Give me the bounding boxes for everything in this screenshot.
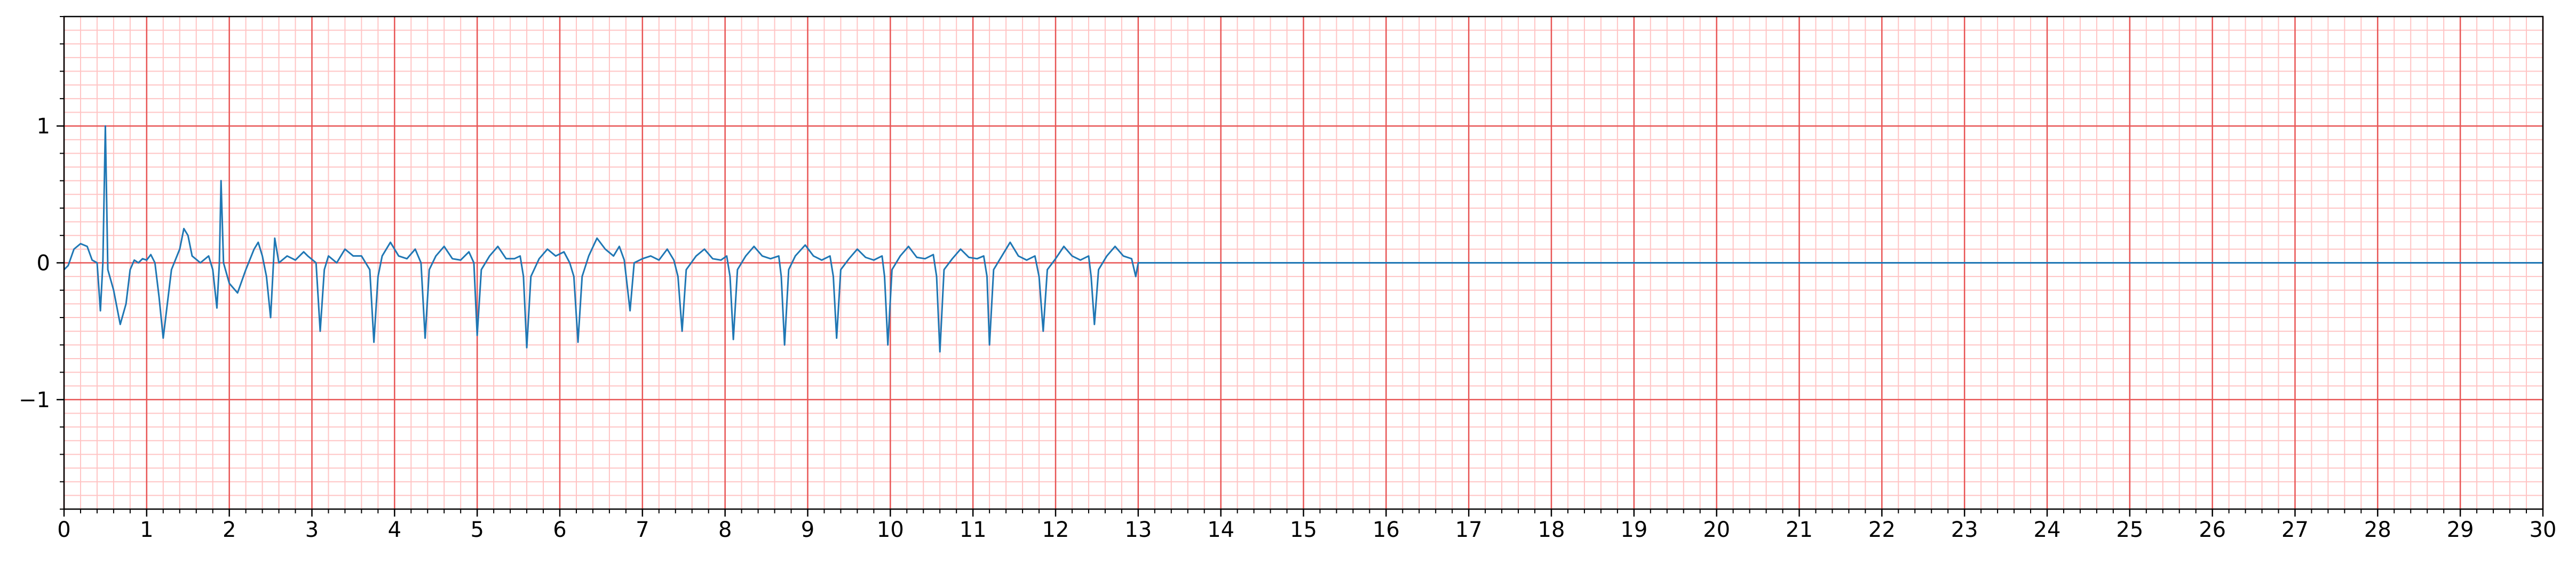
x-tick-label: 28 <box>2364 518 2391 542</box>
x-tick-label: 5 <box>470 518 484 542</box>
x-tick-label: 6 <box>553 518 566 542</box>
x-tick-label: 4 <box>388 518 401 542</box>
x-tick-label: 27 <box>2281 518 2309 542</box>
x-tick-label: 26 <box>2199 518 2226 542</box>
x-tick-label: 0 <box>57 518 70 542</box>
y-tick-label: 1 <box>37 114 50 139</box>
axes: 0 1 2 3 4 5 6 7 8 9 10 11 12 13 14 15 16 17 18 19 20 21 22 23 24… <box>19 15 2557 542</box>
y-tick-label: −1 <box>19 388 50 413</box>
x-tick-label: 10 <box>877 518 904 542</box>
x-tick-label: 3 <box>305 518 319 542</box>
signal-line <box>63 125 2543 353</box>
x-tick-label: 7 <box>636 518 649 542</box>
x-tick-label: 21 <box>1786 518 1813 542</box>
x-tick-label: 11 <box>960 518 987 542</box>
x-tick-label: 17 <box>1455 518 1483 542</box>
x-tick-label: 24 <box>2034 518 2061 542</box>
x-tick-label: 1 <box>140 518 153 542</box>
x-tick-label: 15 <box>1290 518 1317 542</box>
x-tick-label: 14 <box>1207 518 1234 542</box>
axes-frame <box>63 15 2544 510</box>
x-tick-label: 2 <box>223 518 236 542</box>
x-tick-label: 30 <box>2530 518 2557 542</box>
x-tick-label: 19 <box>1620 518 1647 542</box>
x-tick-label: 12 <box>1042 518 1069 542</box>
x-tick-label: 25 <box>2116 518 2143 542</box>
x-tick-label: 29 <box>2447 518 2474 542</box>
x-tick-label: 23 <box>1951 518 1978 542</box>
x-tick-label: 16 <box>1373 518 1400 542</box>
x-tick-label: 18 <box>1538 518 1565 542</box>
x-tick-label: 8 <box>718 518 732 542</box>
plot-area <box>63 125 2543 353</box>
x-tick-label: 13 <box>1124 518 1152 542</box>
y-tick-label: 0 <box>37 251 50 276</box>
x-tick-label: 22 <box>1868 518 1896 542</box>
x-tick-label: 9 <box>801 518 814 542</box>
x-tick-label: 20 <box>1703 518 1730 542</box>
